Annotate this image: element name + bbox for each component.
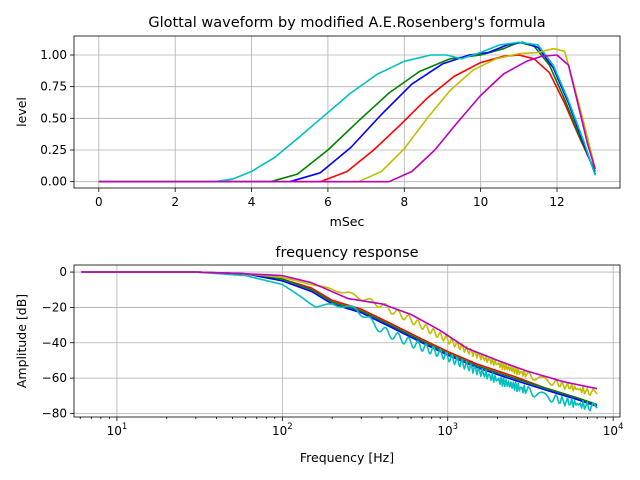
- frequency-ylabel: Amplitude [dB]: [14, 294, 29, 388]
- frequency-ytick-label: 0: [59, 265, 67, 279]
- frequency-xtick-label: 102: [272, 422, 293, 438]
- waveform-series: [98, 41, 596, 183]
- frequency-ytick-label: −20: [42, 300, 67, 314]
- waveform-ytick-label: 0.50: [40, 111, 67, 125]
- frequency-xtick-label: 104: [603, 422, 624, 438]
- waveform-ytick-label: 1.00: [40, 48, 67, 62]
- waveform-ytick-label: 0.00: [40, 175, 67, 189]
- waveform-xtick-label: 12: [549, 195, 564, 209]
- frequency-xlabel: Frequency [Hz]: [300, 450, 394, 465]
- waveform-title: Glottal waveform by modified A.E.Rosenbe…: [148, 15, 545, 31]
- waveform-frame: [73, 35, 621, 189]
- frequency-ticks: 101 102 103 104 0 −20 −40 −60 −80: [42, 265, 624, 438]
- waveform-xtick-label: 0: [95, 195, 103, 209]
- waveform-series-line-6: [98, 54, 596, 183]
- frequency-xtick-label: 101: [107, 422, 128, 438]
- waveform-ytick-label: 0.25: [40, 143, 67, 157]
- waveform-ylabel: level: [14, 97, 29, 127]
- waveform-xtick-label: 4: [248, 195, 256, 209]
- frequency-frame: [73, 264, 621, 418]
- frequency-series-line-3: [81, 271, 598, 408]
- frequency-series: [81, 271, 598, 412]
- waveform-xlabel: mSec: [330, 214, 365, 229]
- frequency-ytick-label: −40: [42, 336, 67, 350]
- waveform-xtick-label: 8: [400, 195, 408, 209]
- waveform-ticks: 0 2 4 6 8 10 12 0.00 0.25 0.50 0.75 1.00: [40, 48, 564, 209]
- waveform-xtick-label: 10: [473, 195, 488, 209]
- frequency-title: frequency response: [275, 245, 418, 261]
- waveform-axes: Glottal waveform by modified A.E.Rosenbe…: [14, 15, 621, 229]
- frequency-ytick-label: −60: [42, 371, 67, 385]
- frequency-ytick-label: −80: [42, 406, 67, 420]
- frequency-xtick-label: 103: [437, 422, 458, 438]
- waveform-series-line-1: [98, 54, 596, 183]
- waveform-xtick-label: 6: [324, 195, 332, 209]
- frequency-axes: frequency response 101 102 103 104 0 −20 −40 −6…: [14, 245, 624, 465]
- frequency-series-line-4: [81, 271, 598, 412]
- waveform-ytick-label: 0.75: [40, 80, 67, 94]
- frequency-series-line-6: [81, 271, 598, 390]
- waveform-series-line-4: [98, 41, 596, 183]
- waveform-xtick-label: 2: [171, 195, 179, 209]
